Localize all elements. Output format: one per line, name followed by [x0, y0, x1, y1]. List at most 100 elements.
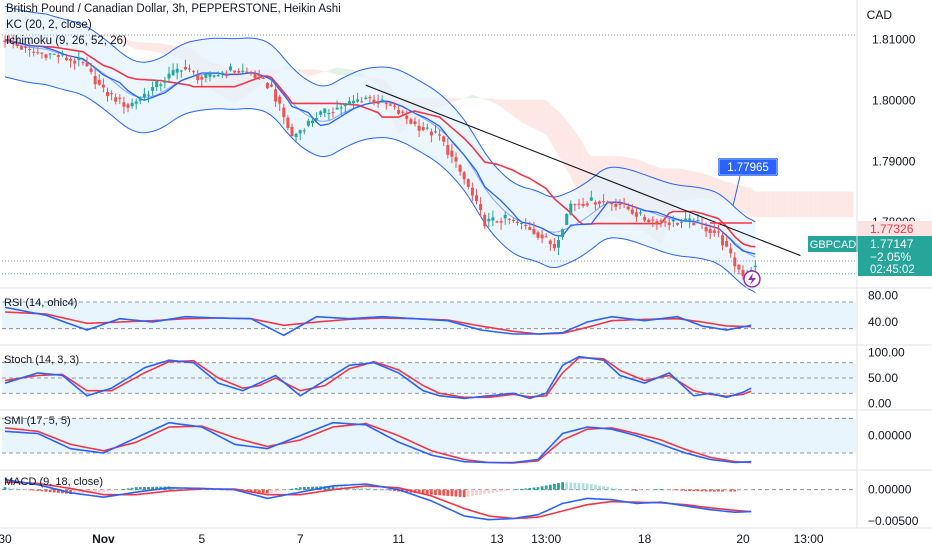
macd-histogram-bar [565, 482, 569, 490]
candle-body [532, 228, 536, 234]
candle-body [48, 53, 52, 55]
smi-tick-label: 0.00000 [868, 429, 912, 443]
macd-histogram-bar [462, 489, 466, 498]
candle-body [643, 216, 647, 221]
price-change-label: −2.05% [870, 250, 911, 264]
ichimoku-cloud-segment [767, 191, 772, 218]
candle-body [688, 218, 692, 222]
candle-body [97, 79, 101, 85]
macd-histogram-bar [553, 483, 556, 490]
candle-body [36, 52, 40, 54]
macd-histogram-bar [721, 489, 724, 492]
macd-histogram-bar [749, 489, 753, 491]
macd-histogram-bar [307, 486, 310, 490]
candle-body [192, 71, 196, 73]
macd-histogram-bar [630, 489, 634, 491]
candle-body [708, 229, 712, 233]
ichimoku-cloud-segment [501, 99, 506, 111]
macd-histogram-bar [126, 488, 130, 490]
kc-indicator-label[interactable]: KC (20, 2, close) [6, 19, 92, 31]
ichimoku-cloud-segment [521, 99, 526, 125]
candle-body [56, 55, 60, 57]
candle-body [200, 76, 204, 80]
candle-body [388, 104, 392, 106]
time-axis-label: 5 [198, 532, 205, 546]
macd-histogram-bar [745, 489, 749, 491]
candle-body [602, 201, 606, 203]
last-price-label: 1.77147 [870, 237, 914, 251]
macd-histogram-bar [405, 489, 409, 493]
macd-histogram-bar [663, 489, 667, 490]
candle-body [101, 84, 105, 88]
ichimoku-cloud-segment [722, 180, 727, 202]
ichimoku-base-line [4, 38, 756, 248]
rsi-tick-label: 80.00 [868, 288, 898, 302]
ichimoku-cloud-segment [792, 191, 797, 218]
candle-body [294, 133, 298, 138]
stoch-d-line [4, 356, 752, 399]
time-axis-label: 30 [0, 532, 12, 546]
ichimoku-indicator-label[interactable]: Ichimoku (9, 26, 52, 26) [6, 35, 127, 47]
macd-histogram-bar [143, 487, 146, 490]
ichimoku-cloud-segment [570, 125, 575, 186]
candle-body [487, 218, 491, 222]
macd-histogram-bar [20, 489, 23, 490]
macd-indicator-label[interactable]: MACD (9, 18, close) [4, 476, 104, 488]
price-tick-label: 1.80000 [872, 93, 916, 107]
macd-histogram-bar [315, 486, 318, 490]
macd-histogram-bar [261, 489, 265, 494]
stoch-indicator-label[interactable]: Stoch (14, 3, 3) [4, 354, 80, 366]
candle-body [610, 202, 614, 205]
macd-histogram-bar [688, 489, 692, 492]
ichimoku-cloud-segment [337, 67, 342, 76]
ichimoku-cloud-segment [308, 69, 313, 77]
macd-histogram-bar [676, 489, 679, 491]
candle-body [524, 224, 528, 226]
macd-histogram-bar [282, 489, 286, 491]
macd-histogram-bar [610, 487, 614, 490]
currency-label[interactable]: CAD [866, 8, 892, 22]
macd-histogram-bar [581, 483, 585, 490]
lightning-icon-bolt [748, 273, 756, 285]
stoch-tick-label: 0.00 [868, 396, 892, 410]
macd-histogram-bar [425, 489, 429, 495]
candle-body [7, 38, 11, 40]
macd-histogram-bar [430, 489, 433, 495]
ichimoku-cloud-segment [497, 99, 502, 108]
macd-histogram-bar [458, 489, 462, 497]
candle-body [122, 102, 126, 107]
ichimoku-cloud-segment [513, 99, 518, 120]
candle-body [581, 203, 585, 207]
smi-indicator-label[interactable]: SMI (17, 5, 5) [4, 415, 71, 427]
rsi-indicator-label[interactable]: RSI (14, ohlc4) [4, 297, 78, 309]
candle-body [302, 130, 306, 132]
candle-body [261, 77, 265, 79]
macd-histogram-bar [700, 489, 704, 492]
chart-title: British Pound / Canadian Dollar, 3h, PEP… [6, 3, 341, 15]
candle-body [183, 66, 187, 70]
macd-histogram-bar [356, 487, 359, 490]
ichimoku-cloud-segment [451, 98, 456, 103]
macd-histogram-bar [639, 489, 642, 491]
macd-histogram-bar [216, 489, 220, 491]
candle-body [442, 136, 446, 142]
candle-body [503, 214, 507, 219]
candle-body [60, 54, 64, 56]
candle-body [651, 219, 655, 221]
macd-histogram-bar [286, 489, 290, 491]
ichimoku-cloud-segment [726, 181, 731, 204]
macd-histogram-bar [598, 485, 601, 490]
candle-body [77, 58, 81, 61]
macd-histogram-bar [512, 489, 515, 491]
macd-histogram-bar [520, 488, 523, 490]
ichimoku-cloud-segment [488, 98, 493, 103]
ichimoku-cloud-segment [550, 103, 555, 149]
candle-body [516, 221, 519, 223]
macd-histogram-bar [684, 489, 687, 491]
candle-body [589, 197, 593, 201]
time-axis-label: 13:00 [531, 532, 561, 546]
candle-body [110, 93, 114, 95]
ichimoku-cloud-segment [480, 97, 485, 100]
ichimoku-cloud-segment [509, 99, 514, 117]
candle-body [274, 89, 278, 102]
